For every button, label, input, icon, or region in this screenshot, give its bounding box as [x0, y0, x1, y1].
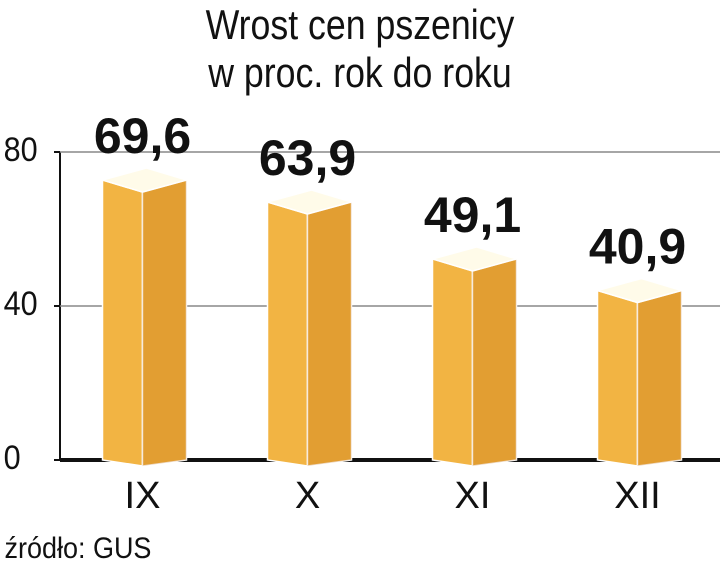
x-tick-label: X — [295, 475, 320, 517]
y-tick-label: 40 — [4, 285, 38, 323]
value-label: 69,6 — [94, 108, 191, 164]
bar-top — [264, 189, 355, 215]
bar-front — [101, 179, 144, 467]
bar-front — [596, 289, 639, 467]
y-tick-label: 80 — [4, 131, 38, 169]
bar-top — [429, 246, 520, 272]
bar-side-shade — [472, 258, 517, 466]
x-tick-label: XI — [455, 475, 491, 517]
bar-front — [431, 257, 474, 467]
chart-title: Wrost cen pszenicy — [206, 2, 515, 48]
bar-side-shade — [142, 180, 187, 467]
bar-side-shade — [637, 290, 682, 466]
chart-subtitle: w proc. rok do roku — [207, 50, 511, 96]
value-label: 63,9 — [259, 130, 356, 186]
bar-top — [594, 277, 685, 304]
value-label: 40,9 — [589, 219, 686, 275]
bar-top — [99, 167, 190, 193]
x-tick-label: IX — [125, 475, 161, 517]
x-tick-label: XII — [614, 475, 660, 517]
value-label: 49,1 — [424, 187, 521, 243]
bar-side-shade — [307, 201, 352, 467]
bar-front — [266, 200, 309, 467]
y-tick-label: 0 — [4, 439, 21, 477]
source-note: źródło: GUS — [5, 532, 152, 566]
